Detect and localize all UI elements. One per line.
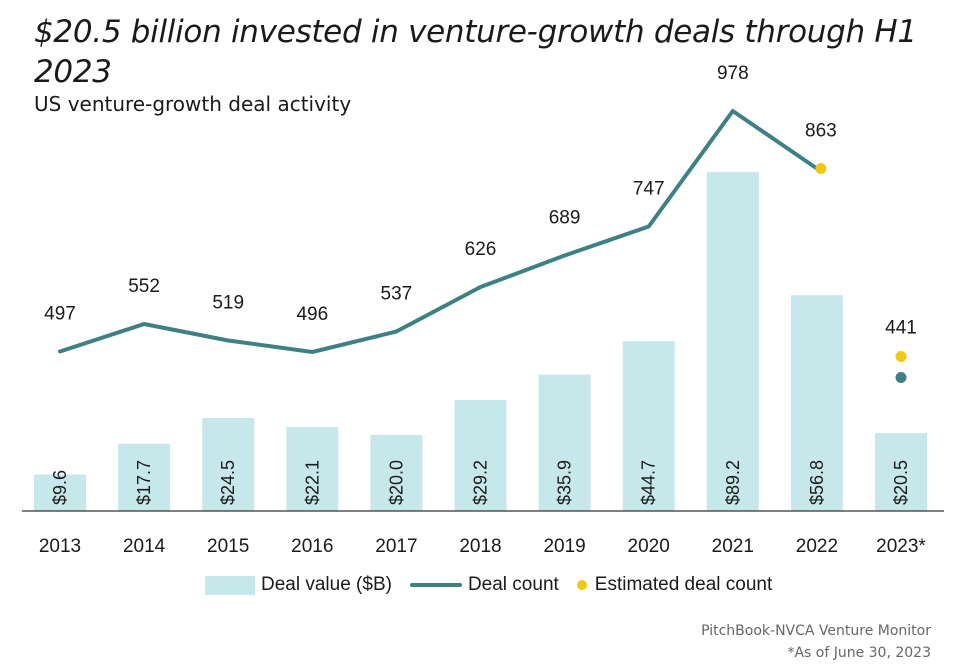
count-label-2020: 747 (633, 179, 665, 200)
bar-2014 (118, 443, 171, 511)
x-tick-label-2018: 2018 (459, 536, 501, 557)
count-label-2022: 863 (805, 121, 837, 142)
legend-swatch-bar (205, 575, 255, 595)
bar-2020 (622, 341, 675, 511)
count-label-2016: 496 (296, 304, 328, 325)
bar-2023* (875, 433, 927, 511)
count-label-2013: 497 (44, 304, 76, 325)
bar-value-label-2023*: $20.5 (891, 460, 911, 505)
x-tick-label-2023*: 2023* (876, 536, 926, 557)
footnote-text: *As of June 30, 2023 (787, 645, 931, 661)
source-block: PitchBook-NVCA Venture Monitor *As of Ju… (701, 620, 931, 664)
legend-label-estimated: Estimated deal count (594, 574, 773, 595)
bar-value-label-2022: $56.8 (807, 460, 827, 505)
estimated-point-2023* (895, 351, 907, 362)
chart-subtitle: US venture-growth deal activity (34, 92, 352, 116)
legend-swatch-dot (576, 580, 587, 590)
bar-value-label-2021: $89.2 (723, 460, 743, 505)
bar-value-label-2015: $24.5 (218, 460, 238, 505)
x-tick-label-2020: 2020 (628, 536, 670, 557)
x-tick-label-2014: 2014 (123, 536, 166, 557)
x-tick-label-2015: 2015 (207, 536, 249, 557)
count-label-2017: 537 (381, 284, 413, 305)
deal-count-point-2023* (895, 372, 907, 383)
count-label-2023*: 441 (885, 318, 917, 339)
count-label-2019: 689 (549, 208, 581, 229)
bar-2013 (34, 474, 86, 511)
bar-2017 (370, 435, 423, 511)
bar-2016 (286, 427, 339, 511)
legend-item-deal-value: Deal value ($B) (205, 574, 392, 596)
bar-2021 (706, 172, 759, 512)
labels-layer: $9.6 $17.7 $24.5 $22.1 $20.0 $29.2 $35.9 $44.7 $… (44, 63, 917, 505)
legend-label-deal-value: Deal value ($B) (261, 574, 392, 595)
x-tick-label-2021: 2021 (712, 536, 754, 557)
source-text: PitchBook-NVCA Venture Monitor (701, 623, 931, 639)
legend-item-estimated: Estimated deal count (576, 574, 773, 596)
legend-swatch-line (409, 583, 462, 587)
bar-2015 (202, 417, 255, 511)
legend-label-deal-count: Deal count (467, 574, 559, 595)
count-label-2015: 519 (212, 293, 244, 314)
bar-value-label-2017: $20.0 (386, 460, 406, 505)
count-label-2021: 978 (717, 63, 749, 84)
bar-2019 (538, 374, 591, 511)
x-tick-label-2013: 2013 (39, 536, 81, 557)
deal-count-line (58, 109, 819, 354)
x-axis-labels: 2013 2014 2015 2016 2017 2018 2019 2020 2021 2022… (39, 536, 927, 557)
bar-value-label-2019: $35.9 (555, 460, 575, 505)
count-label-2014: 552 (128, 276, 160, 297)
bar-value-label-2014: $17.7 (134, 460, 154, 505)
bar-value-label-2016: $22.1 (302, 460, 322, 505)
legend-item-deal-count: Deal count (409, 574, 559, 596)
chart-title: $20.5 billion invested in venture-growth… (34, 14, 917, 90)
count-label-2018: 626 (465, 239, 497, 260)
bar-2022 (790, 295, 843, 511)
bar-2018 (454, 400, 507, 511)
estimated-point-2022 (815, 163, 827, 174)
bar-value-label-2020: $44.7 (639, 460, 659, 505)
x-tick-label-2022: 2022 (796, 536, 838, 557)
bar-value-label-2013: $9.6 (50, 470, 70, 505)
bar-value-label-2018: $29.2 (471, 460, 491, 505)
x-tick-label-2017: 2017 (375, 536, 417, 557)
bars-layer (34, 172, 927, 512)
legend: Deal value ($B) Deal count Estimated dea… (205, 574, 790, 596)
line-layer (58, 109, 907, 383)
x-tick-label-2016: 2016 (291, 536, 333, 557)
x-tick-label-2019: 2019 (543, 536, 585, 557)
